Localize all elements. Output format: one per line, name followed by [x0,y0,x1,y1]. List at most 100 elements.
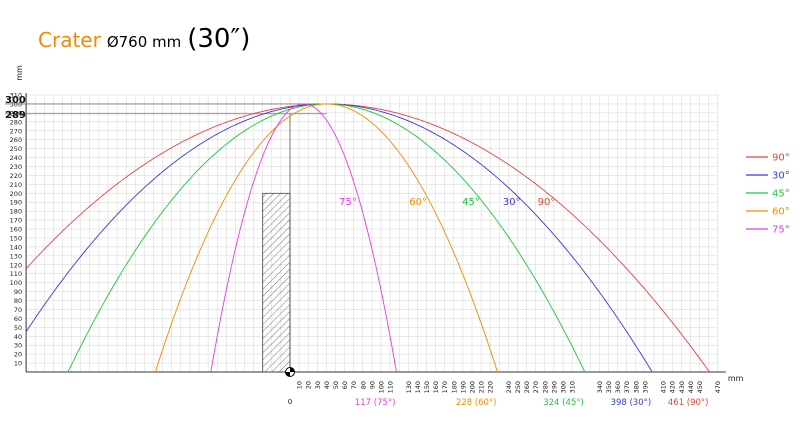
y-tick-label: 280 [10,118,22,126]
y-tick-label: 10 [14,360,22,368]
range-label: 461 (90°) [668,398,709,408]
chart-title: Crater Ø760 mm (30″) [38,24,250,54]
inch-label: (30″) [187,24,251,54]
inline-angle-label: 90° [538,197,556,208]
x-tick-label: 280 [541,381,549,393]
legend: 90° 30° 45° 60° 75° [746,153,790,236]
x-tick-label: 350 [605,381,613,393]
x-tick-label: 420 [669,381,677,393]
x-tick-label: 130 [405,381,413,393]
x-tick-label: 450 [696,381,704,393]
y-tick-label: 60 [14,315,22,323]
x-tick-label: 260 [523,381,531,393]
diameter-label: Ø760 mm [106,33,182,51]
legend-label: 30° [772,171,790,182]
x-tick-label: 20 [305,381,313,389]
y-tick-label: 270 [10,127,22,135]
inline-angle-label: 75° [339,197,357,208]
x-tick-label: 300 [560,381,568,393]
x-tick-label: 370 [623,381,631,393]
trajectory-75deg [210,103,397,373]
x-tick-label: 90 [368,381,376,389]
y-tick-label: 70 [14,306,22,314]
obstacle [262,192,291,373]
y-tick-label: 110 [10,270,22,278]
x-tick-label: 410 [660,381,668,393]
y-tick-label: 260 [10,136,22,144]
origin-marker-q1 [290,367,295,372]
legend-label: 75° [772,225,790,236]
y-tick-label: 40 [14,333,22,341]
x-tick-label: 340 [596,381,604,393]
x-tick-label: 180 [450,381,458,393]
y-tick-label: 310 [10,92,22,100]
brand-name: Crater [38,28,101,52]
x-tick-label: 110 [387,381,395,393]
x-tick-label: 210 [478,381,486,393]
x-tick-label: 190 [459,381,467,393]
range-label: 117 (75°) [355,398,396,408]
trajectory-90deg [25,103,710,373]
inline-angle-label: 45° [462,197,480,208]
range-label: 228 (60°) [456,398,497,408]
y-tick-label: 250 [10,145,22,153]
grid [25,94,718,373]
y-tick-label: 190 [10,199,22,207]
y-tick-label: 140 [10,243,22,251]
x-tick-label: 140 [414,381,422,393]
x-tick-label: 200 [469,381,477,393]
x-tick-label: 70 [350,381,358,389]
range-label: 398 (30°) [611,398,652,408]
x-tick-label: 160 [432,381,440,393]
y-tick-label: 220 [10,172,22,180]
x-tick-label: 380 [632,381,640,393]
x-tick-label: 240 [505,381,513,393]
y-tick-label: 230 [10,163,22,171]
y-tick-label: 300 [10,100,22,108]
x-tick-label: 10 [296,381,304,389]
x-tick-label: 150 [423,381,431,393]
x-tick-label: 440 [687,381,695,393]
x-tick-label: 470 [714,381,722,393]
y-tick-label: 120 [10,261,22,269]
origin-marker [285,367,295,377]
y-tick-label: 30 [14,342,22,350]
inline-angle-label: 30° [503,197,521,208]
x-tick-label: 80 [359,381,367,389]
y-tick-label: 180 [10,208,22,216]
y-tick-label: 200 [10,190,22,198]
origin-label: 0 [288,398,292,406]
y-axis-label: mm [15,65,24,81]
legend-label: 45° [772,189,790,200]
x-tick-label: 170 [441,381,449,393]
y-tick-label: 80 [14,297,22,305]
y-tick-label: 160 [10,226,22,234]
y-tick-label: 170 [10,217,22,225]
x-tick-label: 100 [378,381,386,393]
legend-label: 90° [772,153,790,164]
y-tick-label: 130 [10,252,22,260]
y-tick-label: 50 [14,324,22,332]
x-tick-label: 390 [641,381,649,393]
x-axis-label: mm [728,374,744,383]
x-tick-label: 290 [550,381,558,393]
x-tick-label: 30 [314,381,322,389]
origin-marker-q3 [285,372,290,377]
trajectory-60deg [154,103,498,373]
x-tick-label: 310 [569,381,577,393]
x-tick-label: 270 [532,381,540,393]
legend-label: 60° [772,207,790,218]
peak-label: 300 [5,95,26,106]
range-label: 324 (45°) [543,398,584,408]
x-tick-label: 50 [332,381,340,389]
y-tick-label: 90 [14,288,22,296]
inline-angle-label: 60° [409,197,427,208]
x-tick-label: 220 [487,381,495,393]
x-tick-label: 430 [678,381,686,393]
y-tick-label: 20 [14,351,22,359]
y-tick-label: 240 [10,154,22,162]
x-tick-label: 40 [323,381,331,389]
x-tick-label: 360 [614,381,622,393]
peak-label: 289 [5,110,26,121]
